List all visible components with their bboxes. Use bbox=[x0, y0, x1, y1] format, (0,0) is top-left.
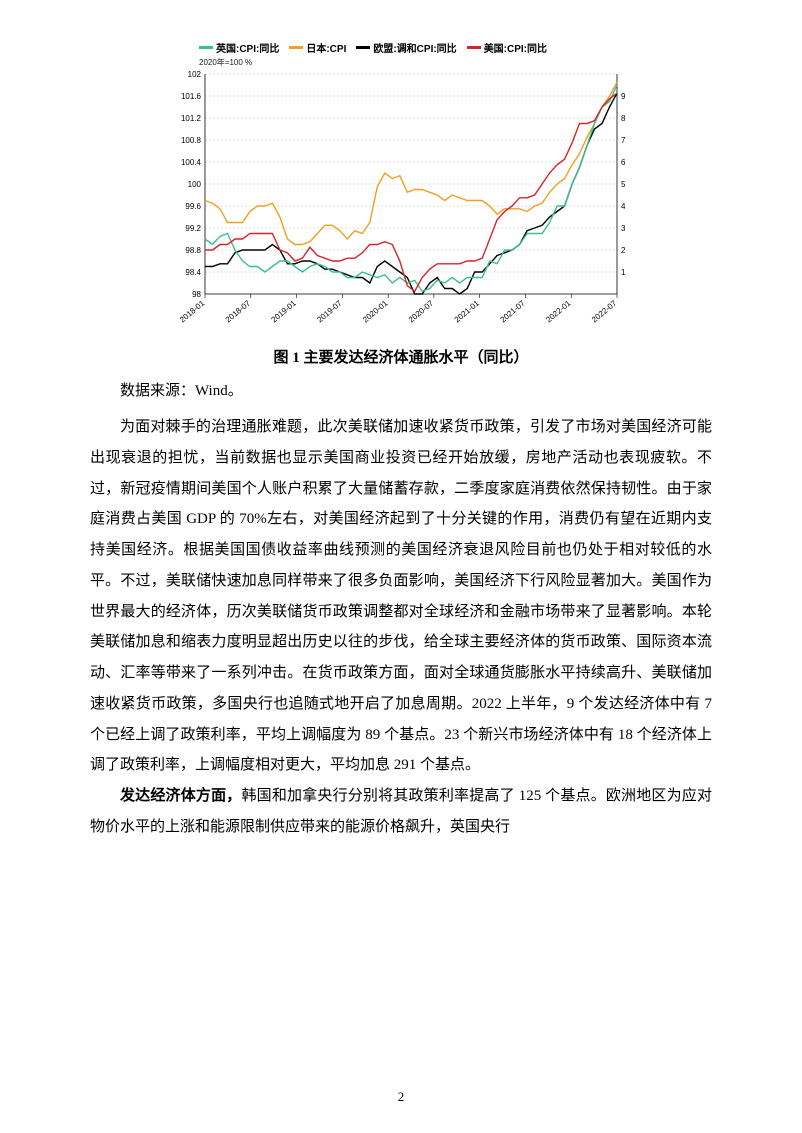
svg-text:98.8: 98.8 bbox=[185, 246, 201, 255]
chart-container: 英国:CPI:同比 日本:CPI 欧盟:调和CPI:同比 美国:CPI:同比 2… bbox=[161, 40, 641, 367]
svg-text:2018-07: 2018-07 bbox=[224, 298, 253, 324]
svg-text:1: 1 bbox=[621, 268, 626, 277]
svg-text:2021-01: 2021-01 bbox=[453, 298, 482, 324]
data-source: 数据来源：Wind。 bbox=[90, 379, 712, 400]
legend-label: 日本:CPI bbox=[306, 40, 346, 55]
svg-text:2021-07: 2021-07 bbox=[498, 298, 527, 324]
svg-text:9: 9 bbox=[621, 92, 626, 101]
chart-subtitle: 2020年=100 % bbox=[161, 57, 641, 68]
legend-swatch bbox=[356, 46, 370, 49]
svg-text:2019-01: 2019-01 bbox=[270, 298, 299, 324]
svg-text:4: 4 bbox=[621, 202, 626, 211]
legend-swatch bbox=[289, 46, 303, 49]
svg-text:98.4: 98.4 bbox=[185, 268, 201, 277]
chart-svg: 9898.498.899.299.6100100.4100.8101.2101.… bbox=[161, 70, 641, 340]
legend-label: 英国:CPI:同比 bbox=[216, 40, 279, 55]
legend-item-us: 美国:CPI:同比 bbox=[467, 40, 547, 55]
svg-text:2: 2 bbox=[621, 246, 626, 255]
legend-swatch bbox=[199, 46, 213, 49]
svg-text:101.2: 101.2 bbox=[181, 114, 202, 123]
paragraph-2: 发达经济体方面，韩国和加拿央行分别将其政策利率提高了 125 个基点。欧洲地区为… bbox=[90, 781, 712, 843]
svg-text:3: 3 bbox=[621, 224, 626, 233]
svg-text:8: 8 bbox=[621, 114, 626, 123]
legend-item-uk: 英国:CPI:同比 bbox=[199, 40, 279, 55]
page-number: 2 bbox=[0, 1089, 802, 1105]
para2-lead-bold: 发达经济体方面， bbox=[120, 788, 241, 804]
legend-swatch bbox=[467, 46, 481, 49]
svg-text:2020-07: 2020-07 bbox=[407, 298, 436, 324]
svg-text:100: 100 bbox=[188, 180, 202, 189]
svg-text:102: 102 bbox=[188, 70, 202, 79]
svg-text:6: 6 bbox=[621, 158, 626, 167]
svg-text:100.8: 100.8 bbox=[181, 136, 202, 145]
svg-text:5: 5 bbox=[621, 180, 626, 189]
chart-plot: 9898.498.899.299.6100100.4100.8101.2101.… bbox=[161, 70, 641, 340]
svg-text:2019-07: 2019-07 bbox=[315, 298, 344, 324]
legend-label: 欧盟:调和CPI:同比 bbox=[373, 40, 456, 55]
paragraph-1: 为面对棘手的治理通胀难题，此次美联储加速收紧货币政策，引发了市场对美国经济可能出… bbox=[90, 412, 712, 781]
svg-text:98: 98 bbox=[192, 290, 201, 299]
legend-item-jp: 日本:CPI bbox=[289, 40, 346, 55]
svg-text:99.6: 99.6 bbox=[185, 202, 201, 211]
svg-text:101.6: 101.6 bbox=[181, 92, 202, 101]
svg-text:2020-01: 2020-01 bbox=[361, 298, 390, 324]
chart-legend: 英国:CPI:同比 日本:CPI 欧盟:调和CPI:同比 美国:CPI:同比 bbox=[161, 40, 641, 55]
svg-text:100.4: 100.4 bbox=[181, 158, 202, 167]
svg-text:7: 7 bbox=[621, 136, 626, 145]
svg-text:99.2: 99.2 bbox=[185, 224, 201, 233]
svg-text:2022-01: 2022-01 bbox=[544, 298, 573, 324]
svg-text:2018-01: 2018-01 bbox=[178, 298, 207, 324]
legend-item-eu: 欧盟:调和CPI:同比 bbox=[356, 40, 456, 55]
legend-label: 美国:CPI:同比 bbox=[484, 40, 547, 55]
svg-text:2022-07: 2022-07 bbox=[590, 298, 619, 324]
figure-caption: 图 1 主要发达经济体通胀水平（同比） bbox=[161, 346, 641, 367]
